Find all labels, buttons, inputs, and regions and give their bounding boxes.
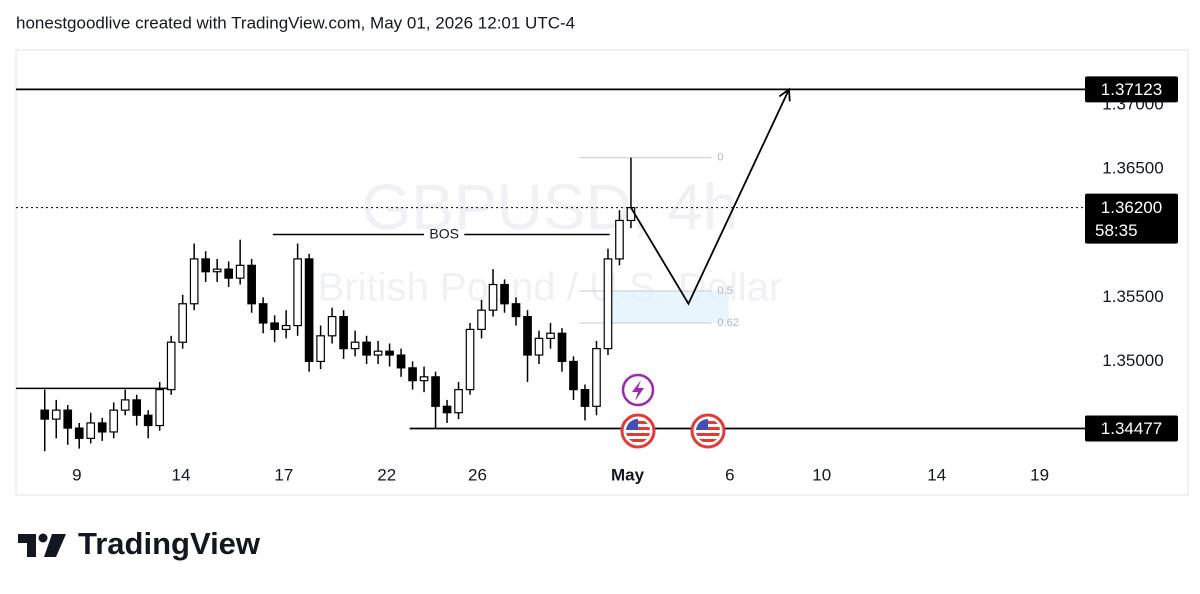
brand-logo <box>18 533 66 557</box>
candle-body <box>419 376 429 382</box>
us-flag-icon[interactable] <box>620 413 656 449</box>
candle-body <box>546 332 555 339</box>
candle-body <box>534 337 544 356</box>
x-tick-label: 14 <box>171 465 190 484</box>
candle-body <box>327 315 337 337</box>
candle-body <box>316 335 325 363</box>
brand-name: TradingView <box>78 526 261 561</box>
candle-body <box>120 399 130 411</box>
candle-body <box>454 389 463 414</box>
candle-body <box>373 350 383 356</box>
price-label-box <box>1085 193 1178 244</box>
x-tick-label: 9 <box>72 465 81 484</box>
x-tick-label: 26 <box>468 465 487 484</box>
candle-body <box>580 389 590 407</box>
candle-body <box>293 258 302 327</box>
price-label: 1.36200 <box>1101 198 1162 217</box>
candle-body <box>143 414 153 427</box>
x-tick-label: 19 <box>1030 465 1049 484</box>
candle-body <box>592 348 601 407</box>
x-tick-label: May <box>611 465 645 484</box>
fib-zone <box>607 290 729 323</box>
event-icons <box>620 373 726 449</box>
level-label: 1.34477 <box>1101 419 1162 438</box>
candle-body <box>212 268 222 273</box>
candle-body <box>97 422 107 433</box>
y-tick-label: 1.35500 <box>1102 287 1163 306</box>
candle-body <box>178 303 188 343</box>
x-tick-label: 14 <box>927 465 946 484</box>
candle-body <box>465 328 475 391</box>
candle-body <box>339 315 348 350</box>
fib-label: 0.62 <box>717 317 738 329</box>
candle-body <box>350 341 360 350</box>
candle-body <box>132 399 142 416</box>
level-label-box <box>1085 76 1178 103</box>
chart-frame <box>15 49 1189 496</box>
candle-body <box>603 258 613 350</box>
candle-body <box>40 409 50 420</box>
candle-body <box>442 405 452 414</box>
candle-body <box>408 367 417 382</box>
candle-body <box>247 264 256 305</box>
candle-body <box>86 422 96 439</box>
header-text: honestgoodlive created with TradingView.… <box>16 13 575 32</box>
candle-body <box>155 389 165 427</box>
candle-body <box>51 409 61 420</box>
candle-body <box>557 332 567 363</box>
candle-body <box>189 258 199 305</box>
y-tick-label: 1.35000 <box>1102 351 1163 370</box>
candle-body <box>396 354 406 369</box>
candle-body <box>362 341 371 356</box>
projection-arrowhead <box>778 87 791 102</box>
candle-body <box>201 258 210 273</box>
candle-body <box>109 409 119 433</box>
candle-body <box>385 350 394 356</box>
level-label: 1.37123 <box>1101 80 1162 99</box>
candle-body <box>224 268 233 279</box>
watermark-title: GBPUSD, 4h <box>361 171 738 243</box>
candle-body <box>270 322 279 330</box>
candle-body <box>569 360 578 391</box>
us-flag-icon[interactable] <box>690 413 726 449</box>
candle-body <box>431 376 440 407</box>
candle-body <box>304 258 314 363</box>
candle-body <box>500 283 509 305</box>
fib-label: 0 <box>717 152 723 164</box>
bos-label: BOS <box>429 225 459 241</box>
candle-body <box>615 219 624 260</box>
projection-path <box>630 88 790 306</box>
fib-label: 0.5 <box>717 285 732 297</box>
x-tick-label: 22 <box>377 465 396 484</box>
y-tick-label: 1.36500 <box>1102 159 1163 178</box>
x-tick-label: 17 <box>274 465 293 484</box>
x-tick-label: 6 <box>725 465 734 484</box>
candle-body <box>74 427 84 439</box>
candle-body <box>281 324 291 330</box>
candle-body <box>477 309 486 330</box>
candle-body <box>488 283 498 311</box>
candle-body <box>63 409 73 429</box>
x-tick-label: 10 <box>812 465 831 484</box>
candle-body <box>166 341 176 391</box>
candle-body <box>626 207 636 222</box>
candle-body <box>258 303 268 324</box>
lightning <box>632 380 644 401</box>
plot: 0 0.5 0.62 BOS <box>16 88 1085 452</box>
level-label-box <box>1085 415 1178 442</box>
candle-body <box>235 264 245 279</box>
candle-body <box>511 303 521 318</box>
countdown: 58:35 <box>1095 221 1138 240</box>
candle-body <box>523 315 532 356</box>
